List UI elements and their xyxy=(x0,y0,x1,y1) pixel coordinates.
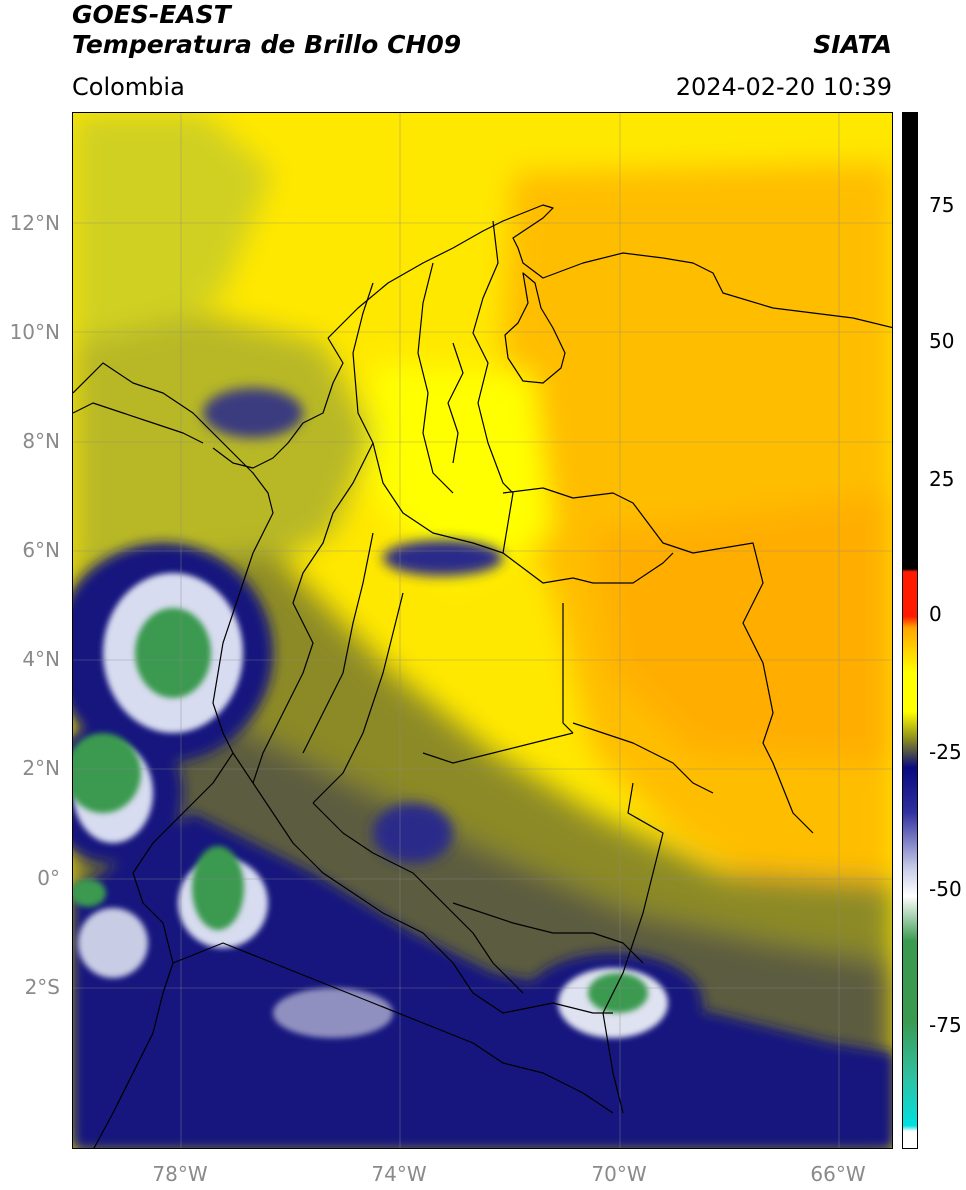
lat-tick-label: 4°N xyxy=(22,647,60,671)
colorbar-tick-label: -25 xyxy=(929,740,962,764)
region-label: Colombia xyxy=(72,73,185,101)
colorbar-tick-label: 75 xyxy=(929,193,955,217)
lat-tick-label: 12°N xyxy=(9,211,60,235)
lon-tick-label: 78°W xyxy=(152,1162,208,1186)
product-title: Temperatura de Brillo CH09 xyxy=(72,30,462,59)
satellite-title: GOES-EAST xyxy=(72,0,231,29)
lat-tick-label: 6°N xyxy=(22,538,60,562)
colorbar-tick-label: 50 xyxy=(929,329,955,353)
colorbar-tick-label: 25 xyxy=(929,467,955,491)
lat-tick-label: 2°N xyxy=(22,756,60,780)
colorbar-tick-label: -75 xyxy=(929,1013,962,1037)
lon-tick-label: 74°W xyxy=(371,1162,427,1186)
satellite-map[interactable] xyxy=(72,112,893,1149)
lon-tick-label: 70°W xyxy=(591,1162,647,1186)
temperature-colorbar xyxy=(902,112,918,1149)
lat-tick-label: 8°N xyxy=(22,429,60,453)
coldest-top-1 xyxy=(135,608,211,698)
borders xyxy=(73,204,892,1148)
gridlines xyxy=(73,113,892,1148)
lat-tick-label: 2°S xyxy=(24,975,60,999)
timestamp-label: 2024-02-20 10:39 xyxy=(675,73,892,101)
lat-tick-label: 10°N xyxy=(9,320,60,344)
colorbar-tick-label: 0 xyxy=(929,602,942,626)
lon-tick-label: 66°W xyxy=(810,1162,866,1186)
agency-label: SIATA xyxy=(813,30,892,59)
lat-tick-label: 0° xyxy=(37,866,60,890)
colorbar-tick-label: -50 xyxy=(929,877,962,901)
